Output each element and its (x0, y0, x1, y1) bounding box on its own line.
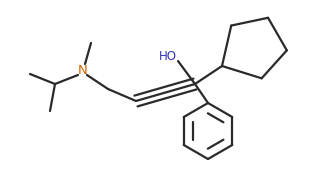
Text: N: N (78, 64, 88, 78)
Text: HO: HO (159, 50, 177, 64)
